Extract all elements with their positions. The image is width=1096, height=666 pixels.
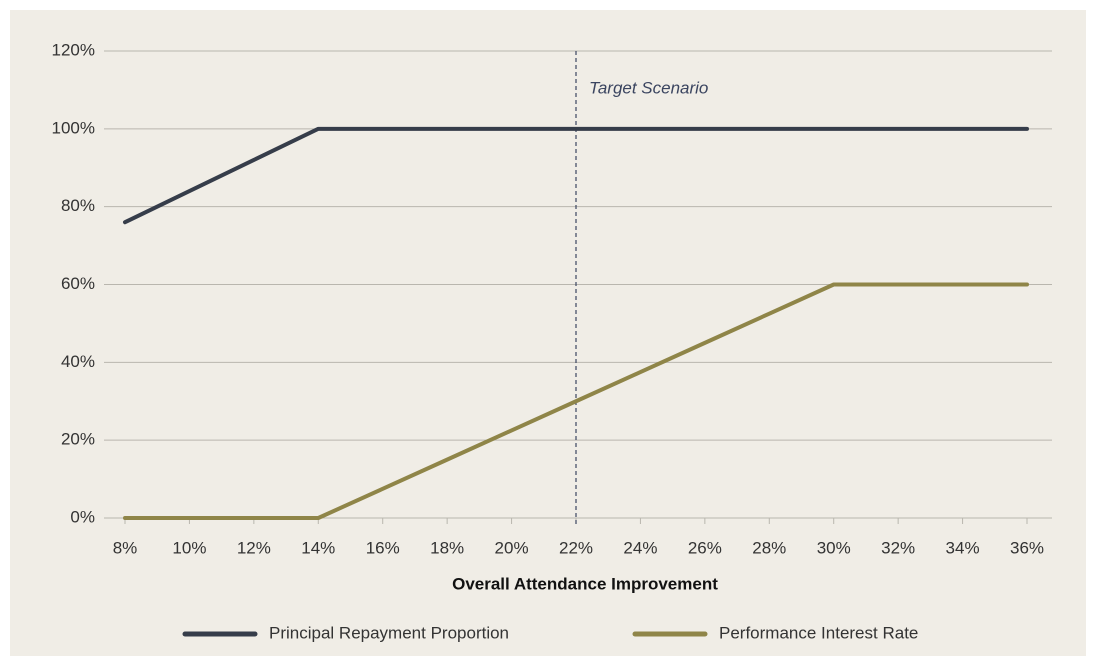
x-tick-label: 16% (366, 538, 400, 557)
x-tick-label: 20% (495, 538, 529, 557)
annotation-text: Target Scenario (589, 78, 708, 97)
x-tick-label: 10% (172, 538, 206, 557)
x-tick-label: 12% (237, 538, 271, 557)
x-axis-label: Overall Attendance Improvement (452, 574, 718, 593)
y-tick-label: 60% (61, 274, 95, 293)
series-line (123, 282, 1029, 520)
x-tick-label: 34% (946, 538, 980, 557)
x-tick-label: 26% (688, 538, 722, 557)
x-tick-label: 14% (301, 538, 335, 557)
y-tick-label: 100% (52, 118, 95, 137)
x-tick-label: 30% (817, 538, 851, 557)
y-tick-label: 120% (52, 40, 95, 59)
y-tick-label: 80% (61, 196, 95, 215)
x-tick-label: 28% (752, 538, 786, 557)
x-tick-label: 32% (881, 538, 915, 557)
x-tick-label: 24% (623, 538, 657, 557)
x-tick-label: 8% (113, 538, 138, 557)
y-tick-label: 0% (70, 507, 95, 526)
x-tick-label: 22% (559, 538, 593, 557)
legend-label: Performance Interest Rate (719, 623, 918, 642)
y-tick-label: 40% (61, 352, 95, 371)
chart-background (10, 10, 1086, 656)
x-tick-label: 36% (1010, 538, 1044, 557)
series-line (123, 126, 1029, 225)
x-tick-label: 18% (430, 538, 464, 557)
legend-label: Principal Repayment Proportion (269, 623, 509, 642)
y-tick-label: 20% (61, 430, 95, 449)
